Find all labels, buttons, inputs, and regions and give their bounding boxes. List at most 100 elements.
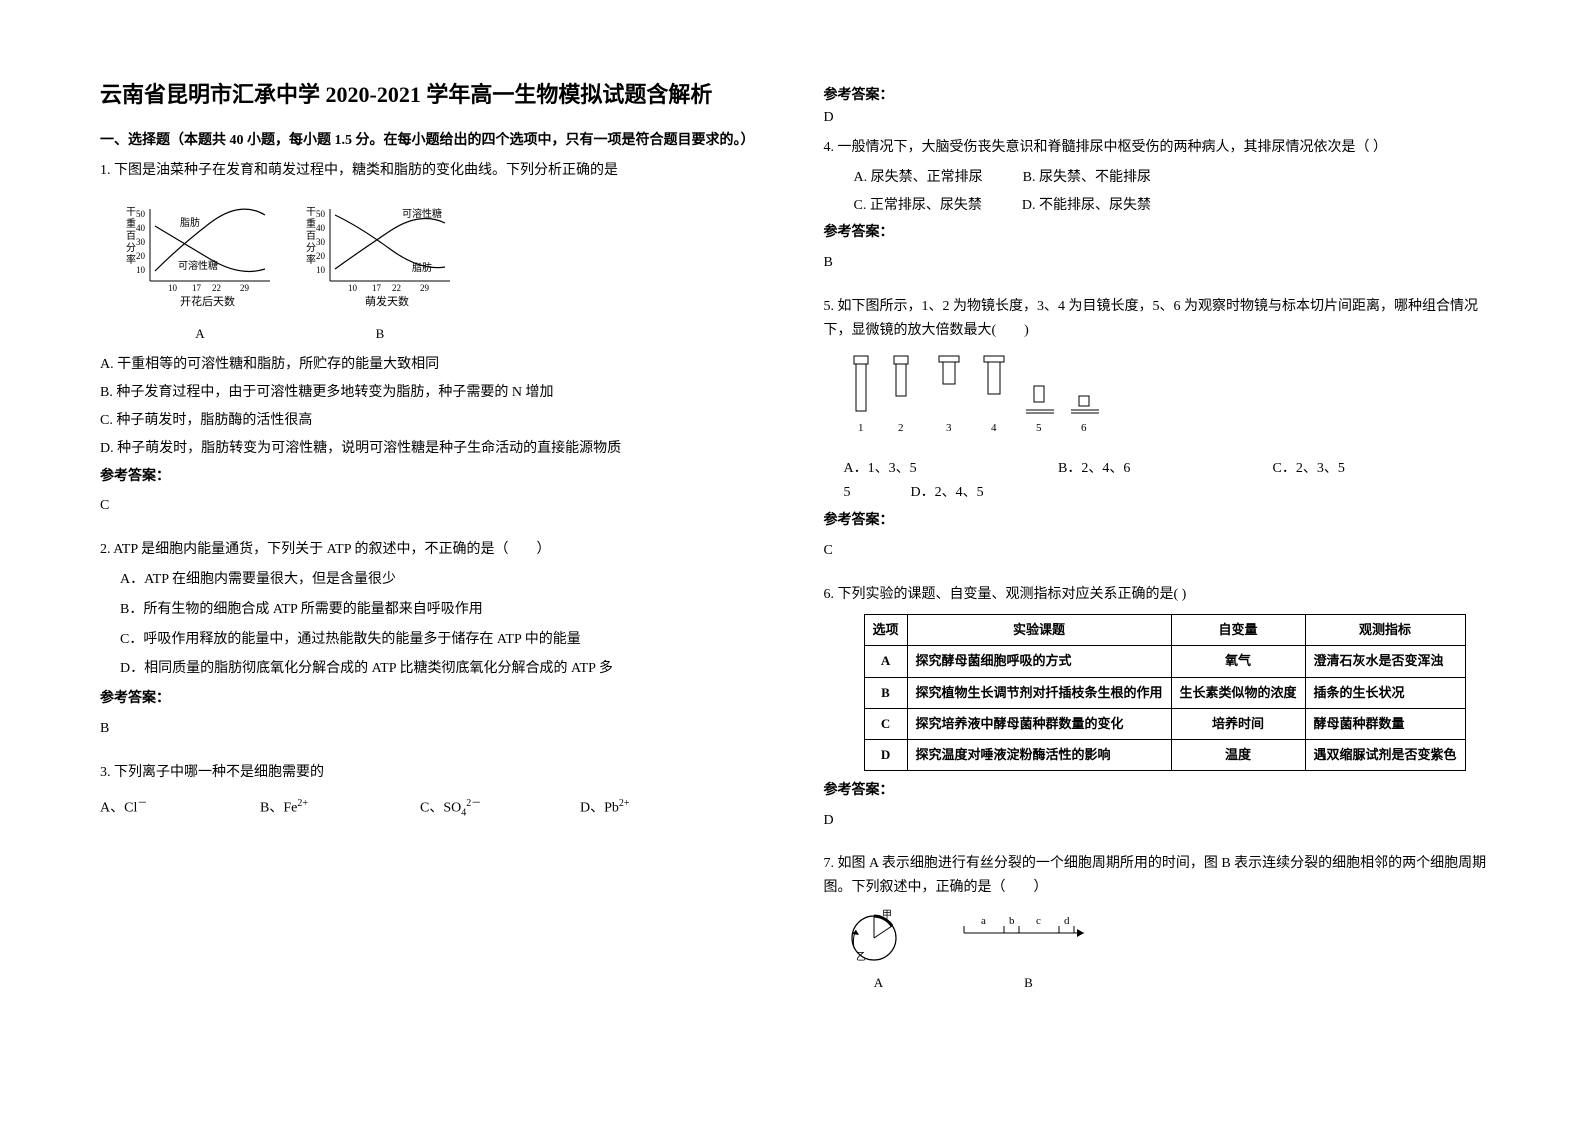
q6-r1c2: 生长素类似物的浓度 <box>1171 677 1305 708</box>
q2-opt-c: C．呼吸作用释放的能量中，通过热能散失的能量多于储存在 ATP 中的能量 <box>120 628 764 652</box>
svg-text:可溶性糖: 可溶性糖 <box>178 259 218 272</box>
q7-fig-a-svg: 甲 乙 <box>844 908 914 968</box>
q3-opt-a: A、Cl－ <box>100 795 200 821</box>
question-1: 1. 下图是油菜种子在发育和萌发过程中，糖类和脂肪的变化曲线。下列分析正确的是 … <box>100 159 764 528</box>
q1-chart-b: 干 重 百 分 率 50 40 30 20 10 10 17 22 29 <box>300 191 460 346</box>
svg-text:6: 6 <box>1081 422 1087 434</box>
q3-opt-c-label: C、SO <box>420 800 461 815</box>
q1-chart-b-caption: B <box>300 323 460 345</box>
right-column: 参考答案： D 4. 一般情况下，大脑受伤丧失意识和脊髓排尿中枢受伤的两种病人，… <box>824 80 1488 1082</box>
q7-fig-b-label: B <box>954 972 1104 994</box>
q1-answer-label: 参考答案： <box>100 465 764 489</box>
svg-text:40: 40 <box>136 223 146 233</box>
q6-text: 6. 下列实验的课题、自变量、观测指标对应关系正确的是( ) <box>824 583 1488 607</box>
svg-text:脂肪: 脂肪 <box>412 261 432 274</box>
svg-text:百: 百 <box>126 230 136 242</box>
q3-opt-b: B、Fe2+ <box>260 795 360 821</box>
q1-opt-d: D. 种子萌发时，脂肪转变为可溶性糖，说明可溶性糖是种子生命活动的直接能源物质 <box>100 437 764 461</box>
svg-text:17: 17 <box>372 283 382 293</box>
svg-text:30: 30 <box>316 237 326 247</box>
section-1-heading: 一、选择题（本题共 40 小题，每小题 1.5 分。在每小题给出的四个选项中，只… <box>100 129 764 149</box>
q6-r0c1: 探究酵母菌细胞呼吸的方式 <box>907 646 1171 677</box>
q6-r1c3: 插条的生长状况 <box>1305 677 1465 708</box>
svg-text:10: 10 <box>316 265 326 275</box>
q1-opt-c: C. 种子萌发时，脂肪酶的活性很高 <box>100 409 764 433</box>
q6-r3c1: 探究温度对唾液淀粉酶活性的影响 <box>907 739 1171 770</box>
svg-text:分: 分 <box>126 242 136 254</box>
svg-text:甲: 甲 <box>882 910 892 921</box>
q6-r1c0: B <box>864 677 907 708</box>
q3-opt-b-label: B、Fe <box>260 800 297 815</box>
q6-r3c3: 遇双缩脲试剂是否变紫色 <box>1305 739 1465 770</box>
svg-text:重: 重 <box>126 217 136 230</box>
svg-text:17: 17 <box>192 283 202 293</box>
table-row: B 探究植物生长调节剂对扦插枝条生根的作用 生长素类似物的浓度 插条的生长状况 <box>864 677 1465 708</box>
question-7: 7. 如图 A 表示细胞进行有丝分裂的一个细胞周期所用的时间，图 B 表示连续分… <box>824 852 1488 994</box>
question-3: 3. 下列离子中哪一种不是细胞需要的 A、Cl－ B、Fe2+ C、SO42－ … <box>100 761 764 821</box>
q7-text: 7. 如图 A 表示细胞进行有丝分裂的一个细胞周期所用的时间，图 B 表示连续分… <box>824 852 1488 900</box>
q7-figures: 甲 乙 A a b c <box>844 908 1488 994</box>
svg-text:20: 20 <box>136 251 146 261</box>
svg-text:萌发天数: 萌发天数 <box>365 294 409 308</box>
exam-title: 云南省昆明市汇承中学 2020-2021 学年高一生物模拟试题含解析 <box>100 80 764 111</box>
q6-r2c3: 酵母菌种群数量 <box>1305 708 1465 739</box>
question-4: 4. 一般情况下，大脑受伤丧失意识和脊髓排尿中枢受伤的两种病人，其排尿情况依次是… <box>824 136 1488 285</box>
table-row: A 探究酵母菌细胞呼吸的方式 氧气 澄清石灰水是否变浑浊 <box>864 646 1465 677</box>
q2-opt-a: A．ATP 在细胞内需要量很大，但是含量很少 <box>120 568 764 592</box>
q3-opt-d-label: D、Pb <box>580 800 619 815</box>
svg-text:重: 重 <box>306 217 316 230</box>
q6-r2c1: 探究培养液中酵母菌种群数量的变化 <box>907 708 1171 739</box>
svg-text:率: 率 <box>306 253 316 266</box>
question-5: 5. 如下图所示，1、2 为物镜长度，3、4 为目镜长度，5、6 为观察时物镜与… <box>824 295 1488 573</box>
table-row: D 探究温度对唾液淀粉酶活性的影响 温度 遇双缩脲试剂是否变紫色 <box>864 739 1465 770</box>
svg-text:b: b <box>1009 915 1015 927</box>
question-2: 2. ATP 是细胞内能量通货，下列关于 ATP 的叙述中，不正确的是（ ） A… <box>100 538 764 751</box>
q4-text: 4. 一般情况下，大脑受伤丧失意识和脊髓排尿中枢受伤的两种病人，其排尿情况依次是… <box>824 136 1488 160</box>
svg-text:5: 5 <box>1036 422 1042 434</box>
q5-diagram: 1 2 3 4 5 6 <box>844 351 1488 450</box>
svg-text:50: 50 <box>316 209 326 219</box>
svg-text:29: 29 <box>420 283 430 293</box>
svg-text:分: 分 <box>306 242 316 254</box>
q2-opt-d: D．相同质量的脂肪彻底氧化分解合成的 ATP 比糖类彻底氧化分解合成的 ATP … <box>120 657 764 681</box>
q6-r1c1: 探究植物生长调节剂对扦插枝条生根的作用 <box>907 677 1171 708</box>
q4-answer: B <box>824 251 1488 275</box>
q3-opt-a-label: A、Cl <box>100 800 137 815</box>
q7-fig-a-label: A <box>844 972 914 994</box>
svg-text:乙: 乙 <box>856 951 866 963</box>
q5-answer-label: 参考答案： <box>824 509 1488 533</box>
q5-answer: C <box>824 539 1488 563</box>
q4-opt-d: D. 不能排尿、尿失禁 <box>1022 194 1151 218</box>
q1-opt-b: B. 种子发育过程中，由于可溶性糖更多地转变为脂肪，种子需要的 N 增加 <box>100 381 764 405</box>
svg-text:干: 干 <box>126 207 136 218</box>
q2-opt-b: B．所有生物的细胞合成 ATP 所需要的能量都来自呼吸作用 <box>120 598 764 622</box>
q6-r0c0: A <box>864 646 907 677</box>
svg-text:c: c <box>1036 915 1041 927</box>
q4-opt-c: C. 正常排尿、尿失禁 <box>854 194 982 218</box>
svg-text:可溶性糖: 可溶性糖 <box>402 207 442 220</box>
q6-answer: D <box>824 809 1488 833</box>
svg-text:百: 百 <box>306 230 316 242</box>
svg-text:脂肪: 脂肪 <box>180 216 200 229</box>
svg-text:a: a <box>981 915 986 927</box>
svg-text:干: 干 <box>306 207 316 218</box>
q6-th-1: 实验课题 <box>907 615 1171 646</box>
q2-answer-label: 参考答案： <box>100 687 764 711</box>
svg-text:2: 2 <box>898 422 904 434</box>
q1-chart-a: 干 重 百 分 率 50 40 30 20 10 10 17 <box>120 191 280 346</box>
q7-fig-a: 甲 乙 A <box>844 908 914 994</box>
q1-chart-a-svg: 干 重 百 分 率 50 40 30 20 10 10 17 <box>120 191 280 311</box>
svg-text:50: 50 <box>136 209 146 219</box>
svg-text:3: 3 <box>946 422 952 434</box>
q3-opt-d: D、Pb2+ <box>580 795 680 821</box>
q2-answer: B <box>100 717 764 741</box>
q4-opt-a: A. 尿失禁、正常排尿 <box>854 166 983 190</box>
q3-opt-c: C、SO42－ <box>420 795 520 821</box>
q1-answer: C <box>100 494 764 518</box>
q5-text: 5. 如下图所示，1、2 为物镜长度，3、4 为目镜长度，5、6 为观察时物镜与… <box>824 295 1488 343</box>
q6-answer-label: 参考答案： <box>824 779 1488 803</box>
q5-opt-c-cont: 5 <box>844 481 851 505</box>
svg-text:29: 29 <box>240 283 250 293</box>
q6-th-2: 自变量 <box>1171 615 1305 646</box>
svg-text:10: 10 <box>168 283 178 293</box>
